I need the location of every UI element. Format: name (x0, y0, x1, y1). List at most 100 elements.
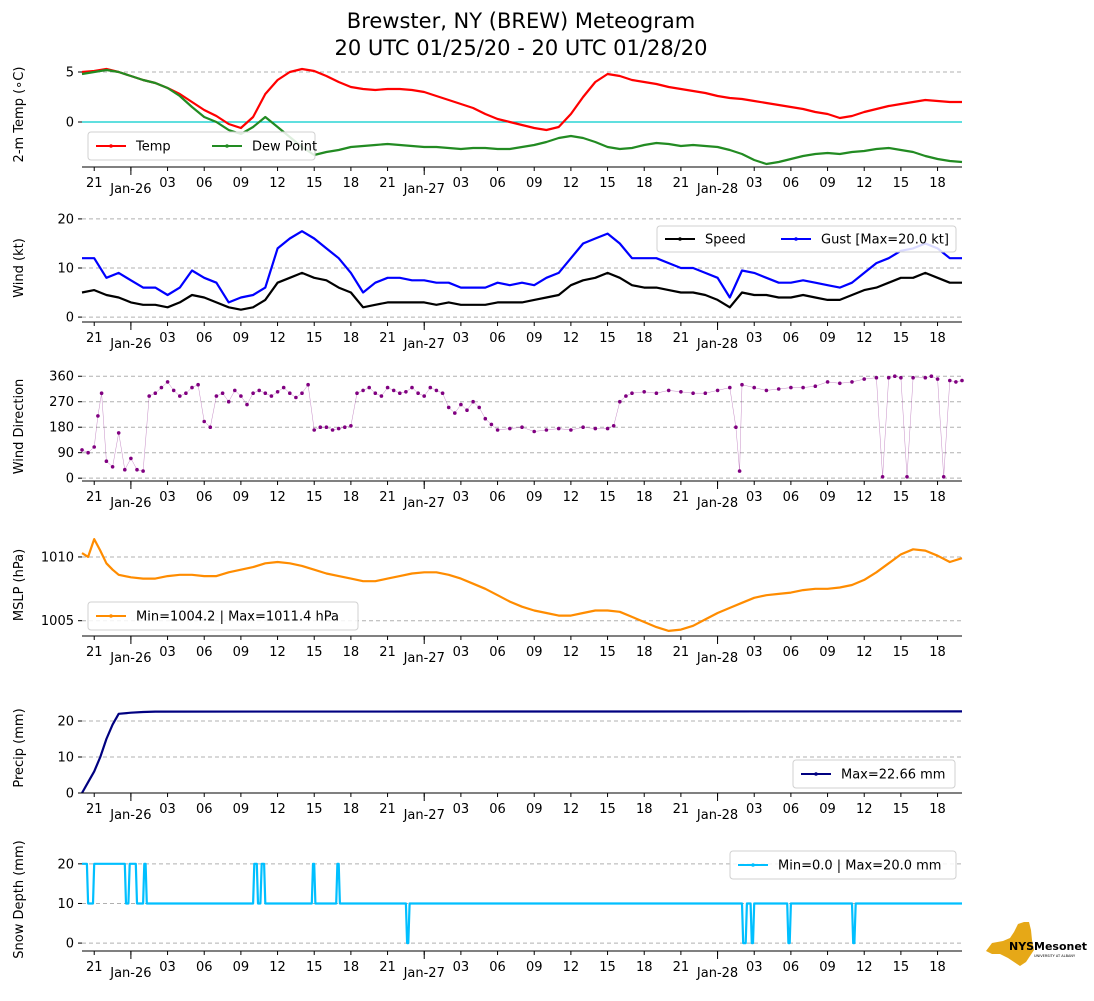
legend-marker (109, 144, 113, 148)
x-tick-label: 06 (783, 331, 800, 346)
x-tick-label: 21 (86, 176, 103, 191)
x-tick-label: 06 (783, 802, 800, 817)
x-tick-label: 15 (306, 645, 323, 660)
data-point (666, 388, 671, 393)
date-label: Jan-28 (696, 966, 738, 981)
legend-marker (678, 237, 682, 241)
x-tick-label: 09 (526, 645, 543, 660)
x-tick-label: 03 (159, 960, 176, 975)
data-point (373, 391, 378, 396)
date-label: Jan-26 (109, 182, 151, 197)
x-tick-label: 12 (563, 490, 580, 505)
data-point (434, 388, 439, 393)
data-point (80, 448, 84, 452)
x-tick-label: 03 (746, 490, 763, 505)
date-label: Jan-28 (696, 651, 738, 666)
y-tick-label: 0 (66, 116, 74, 131)
data-point (715, 388, 720, 393)
x-tick-label: 09 (233, 645, 250, 660)
x-tick-label: 09 (526, 331, 543, 346)
data-point (184, 391, 188, 396)
data-point (343, 425, 347, 430)
date-label: Jan-28 (696, 182, 738, 197)
data-point (776, 387, 781, 391)
data-point (404, 390, 408, 394)
date-label: Jan-28 (696, 337, 738, 352)
x-tick-label: 21 (673, 331, 690, 346)
x-tick-label: 21 (379, 331, 396, 346)
x-tick-label: 18 (929, 802, 946, 817)
x-tick-label: 21 (673, 960, 690, 975)
data-point (453, 411, 457, 415)
data-point (288, 391, 292, 396)
x-tick-label: 03 (746, 645, 763, 660)
data-point (239, 394, 243, 398)
x-tick-label: 18 (929, 490, 946, 505)
x-tick-label: 18 (636, 331, 653, 346)
y-axis-label: 2-m Temp (∘C) (12, 67, 27, 163)
x-tick-label: 09 (233, 176, 250, 191)
x-tick-label: 21 (86, 331, 103, 346)
x-tick-label: 06 (489, 960, 506, 975)
x-tick-label: 12 (856, 331, 873, 346)
data-point (691, 391, 695, 396)
data-point (349, 424, 353, 428)
data-point (789, 385, 793, 390)
data-point (569, 428, 573, 432)
x-tick-label: 03 (453, 176, 470, 191)
series-snow-depth (82, 862, 962, 945)
date-label: Jan-27 (403, 496, 445, 511)
data-point (141, 469, 145, 473)
x-tick-label: 15 (893, 176, 910, 191)
data-point (330, 428, 335, 432)
date-label: Jan-28 (696, 808, 738, 823)
data-point (728, 385, 732, 390)
x-tick-label: 21 (86, 645, 103, 660)
data-point (495, 428, 500, 432)
x-tick-label: 09 (233, 490, 250, 505)
series-line (82, 862, 962, 945)
data-point (862, 377, 866, 381)
data-point (679, 390, 683, 394)
legend-label: Max=22.66 mm (841, 768, 945, 783)
x-tick-label: 15 (893, 490, 910, 505)
panel-6: 0 10 20 Snow Depth (mm) 21 03 06 09 12 15 18 21 03 06… (12, 840, 962, 981)
x-tick-label: 15 (893, 960, 910, 975)
x-tick-label: 03 (159, 802, 176, 817)
x-tick-label: 18 (636, 490, 653, 505)
data-point (379, 394, 384, 398)
data-point (269, 394, 274, 398)
x-tick-label: 15 (306, 331, 323, 346)
panel-5: 0 10 20 Precip (mm) 21 03 06 09 12 15 18 21 03 06 09 12… (12, 708, 963, 823)
data-point (911, 375, 915, 380)
data-point (624, 394, 628, 398)
x-tick-label: 15 (599, 331, 616, 346)
series-mslp (81, 538, 963, 632)
x-tick-label: 12 (856, 645, 873, 660)
x-tick-label: 06 (783, 176, 800, 191)
x-tick-label: 09 (819, 645, 836, 660)
x-tick-label: 15 (893, 331, 910, 346)
y-tick-label: 1005 (41, 614, 74, 629)
series-line (81, 710, 963, 794)
data-point (960, 378, 964, 383)
panels-container: 0 5 2-m Temp (∘C) 21 03 06 09 12 15 18 21 03 06 09 12 1… (12, 66, 964, 981)
legend-marker (814, 772, 818, 776)
data-point (465, 408, 469, 413)
data-point (446, 405, 451, 410)
data-point (104, 459, 109, 464)
y-tick-label: 0 (66, 787, 74, 802)
series-direction (80, 374, 964, 479)
data-point (251, 391, 255, 396)
data-point (300, 391, 304, 396)
x-tick-label: 18 (343, 490, 360, 505)
y-tick-label: 5 (66, 66, 74, 81)
x-tick-label: 09 (526, 960, 543, 975)
date-label: Jan-27 (403, 651, 445, 666)
data-point (171, 388, 176, 393)
data-point (929, 374, 934, 379)
data-point (391, 388, 396, 393)
x-tick-label: 06 (196, 960, 213, 975)
data-point (165, 380, 170, 384)
